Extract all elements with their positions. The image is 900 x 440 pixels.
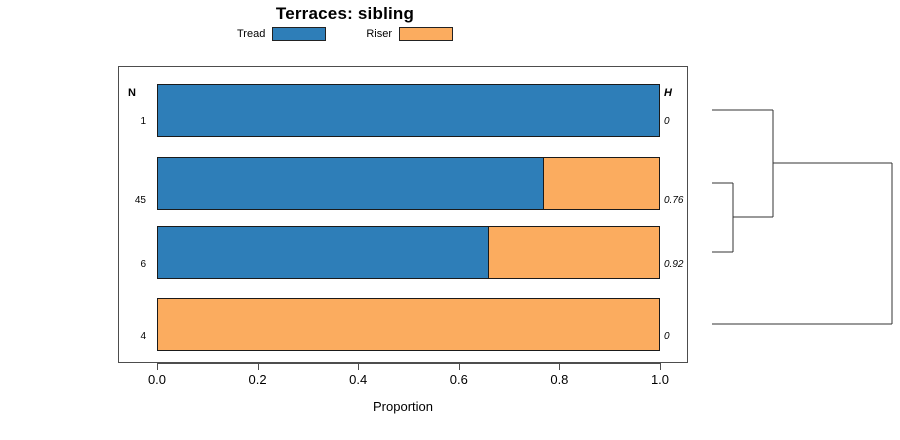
x-axis-tick: [458, 363, 460, 370]
x-axis-line: [157, 363, 660, 364]
h-value: 0: [664, 331, 670, 342]
n-value: 6: [140, 259, 146, 270]
n-value: 1: [140, 116, 146, 127]
n-value: 4: [140, 331, 146, 342]
n-value: 45: [134, 195, 146, 206]
bar-segment-riser[interactable]: [542, 158, 659, 209]
x-axis-tick: [257, 363, 259, 370]
legend-label-riser: Riser: [366, 27, 392, 40]
n-column-header: N: [128, 87, 136, 99]
x-axis-tick-label: 0.6: [449, 372, 468, 387]
stacked-bar[interactable]: [157, 226, 660, 279]
bar-segment-riser[interactable]: [158, 299, 659, 350]
legend-label-tread: Tread: [237, 27, 266, 40]
legend-item-riser[interactable]: Riser: [366, 27, 453, 41]
bar-segment-riser[interactable]: [488, 227, 659, 278]
x-axis-tick: [660, 363, 661, 370]
bar-segment-tread[interactable]: [158, 158, 543, 209]
h-value: 0.76: [664, 195, 684, 206]
x-axis-tick-label: 0.8: [550, 372, 569, 387]
x-axis-tick-label: 0.0: [147, 372, 167, 387]
chart-title: Terraces: sibling: [275, 4, 415, 23]
x-axis-tick: [358, 363, 360, 370]
h-value: 0: [664, 116, 670, 127]
bar-segment-tread[interactable]: [158, 227, 488, 278]
legend-swatch-riser: [399, 27, 453, 41]
x-axis: 0.0 0.2 0.4 0.6 0.8 1.0: [148, 363, 669, 386]
x-axis-tick-label: 0.4: [349, 372, 368, 387]
dendrogram-svg: [712, 109, 893, 325]
x-axis-tick-label: 1.0: [650, 372, 670, 387]
x-axis-title: Proportion: [373, 399, 433, 414]
stacked-bar[interactable]: [157, 157, 660, 210]
x-axis-tick: [559, 363, 561, 370]
h-value: 0.92: [664, 259, 684, 270]
stacked-bar[interactable]: [157, 298, 660, 351]
stacked-bar[interactable]: [157, 84, 660, 137]
x-axis-tick-label: 0.2: [248, 372, 267, 387]
legend-swatch-tread: [272, 27, 327, 41]
bar-segment-tread[interactable]: [158, 85, 659, 136]
chart-legend: Tread Riser: [0, 27, 690, 41]
h-column-header: H: [664, 87, 672, 99]
x-axis-tick: [157, 363, 158, 370]
legend-item-tread[interactable]: Tread: [237, 27, 327, 41]
plot-area: [118, 66, 688, 363]
dendrogram: [690, 60, 900, 380]
